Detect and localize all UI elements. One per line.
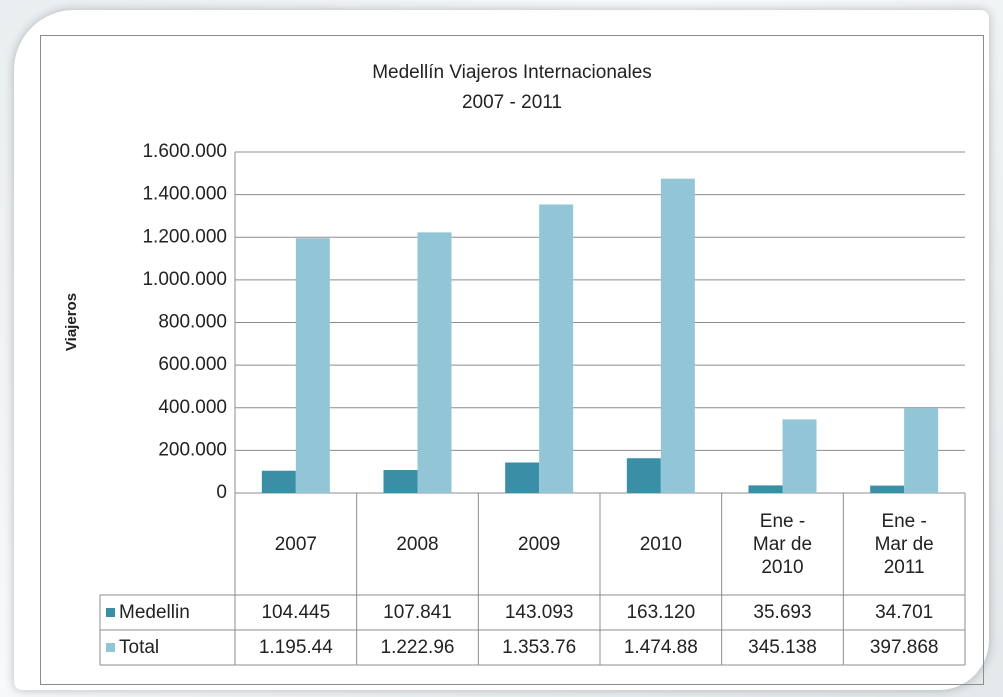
bar [261, 470, 296, 493]
bar [383, 470, 418, 493]
bar [417, 232, 452, 494]
value-cell: 107.841 [357, 595, 479, 630]
category-cell: Ene - Mar de 2010 [722, 493, 844, 595]
y-tick-label: 600.000 [158, 354, 227, 375]
value-cell: 34.701 [843, 595, 965, 630]
bar [904, 408, 939, 493]
y-tick-label: 0 [216, 482, 227, 503]
data-label: 345.138 [748, 637, 817, 658]
bar [295, 238, 330, 493]
category-cell: Ene - Mar de 2011 [843, 493, 965, 595]
value-cell: 35.693 [722, 595, 844, 630]
bar [782, 419, 817, 493]
value-cell: 104.445 [235, 595, 357, 630]
value-cell: 1.195.44 [235, 630, 357, 665]
y-tick-label: 400.000 [158, 397, 227, 418]
data-label: 1.222.96 [380, 637, 455, 658]
data-label: 163.120 [626, 602, 696, 623]
value-cell: 1.474.88 [600, 630, 722, 665]
chart-title: Medellín Viajeros Internacionales [372, 62, 652, 83]
category-cell: 2010 [600, 493, 722, 595]
legend-cell: Total [100, 630, 235, 665]
legend-label: Medellin [119, 602, 190, 623]
value-cell: 143.093 [478, 595, 600, 630]
bar [539, 204, 574, 493]
y-tick-label: 1.600.000 [142, 141, 227, 162]
bar [505, 462, 540, 493]
category-cell: 2007 [235, 493, 357, 595]
bar [870, 485, 905, 493]
value-cell: 163.120 [600, 595, 722, 630]
value-cell: 1.353.76 [478, 630, 600, 665]
data-label: 1.353.76 [502, 637, 577, 658]
bar [626, 458, 661, 493]
legend-swatch [106, 643, 115, 652]
x-tick-label: 2007 [274, 533, 317, 555]
y-tick-label: 200.000 [158, 439, 227, 460]
data-label: 35.693 [753, 602, 812, 623]
category-cell: 2008 [357, 493, 479, 595]
category-cell: 2009 [478, 493, 600, 595]
x-tick-label: Ene - Mar de 2011 [874, 510, 934, 578]
data-label: 1.195.44 [258, 637, 333, 658]
x-tick-label: 2010 [639, 533, 682, 555]
y-tick-label: 1.400.000 [142, 184, 227, 205]
value-cell: 1.222.96 [357, 630, 479, 665]
y-tick-label: 800.000 [158, 312, 227, 333]
legend-cell: Medellin [100, 595, 235, 630]
chart-subtitle: 2007 - 2011 [462, 92, 562, 113]
data-label: 107.841 [383, 602, 452, 623]
data-label: 397.868 [869, 637, 939, 658]
y-tick-label: 1.200.000 [142, 226, 227, 247]
bar [660, 178, 695, 493]
data-label: 1.474.88 [623, 637, 698, 658]
x-tick-label: 2009 [518, 533, 561, 555]
chart-frame [40, 35, 984, 685]
bar [748, 485, 783, 493]
x-tick-label: Ene - Mar de 2010 [752, 510, 813, 578]
legend-label: Total [119, 637, 160, 658]
y-axis-label: Viajeros [63, 293, 80, 351]
panel [14, 10, 989, 690]
y-tick-label: 1.000.000 [142, 269, 227, 290]
value-cell: 397.868 [843, 630, 965, 665]
legend-swatch [106, 608, 115, 617]
data-label: 104.445 [261, 602, 331, 623]
data-label: 34.701 [875, 602, 934, 623]
data-label: 143.093 [504, 602, 574, 623]
x-tick-label: 2008 [396, 533, 439, 555]
value-cell: 345.138 [722, 630, 844, 665]
